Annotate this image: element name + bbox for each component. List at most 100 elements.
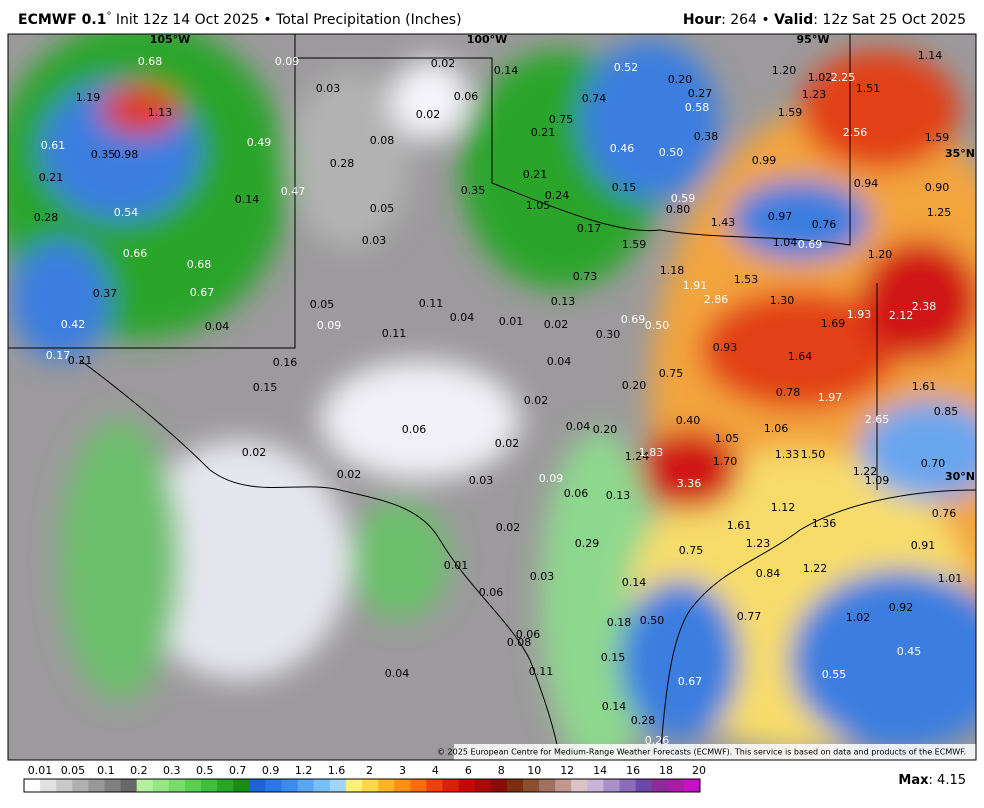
legend-swatch	[201, 779, 218, 792]
precip-label: 3.36	[677, 477, 702, 490]
precip-label: 0.50	[645, 319, 670, 332]
precip-label: 0.37	[93, 287, 118, 300]
precip-label: 0.80	[666, 203, 691, 216]
precip-label: 2.86	[704, 293, 729, 306]
precip-label: 0.21	[531, 126, 556, 139]
precip-label: 0.29	[575, 537, 600, 550]
precip-field	[8, 34, 976, 760]
legend-label: 6	[465, 764, 472, 777]
legend-swatch	[249, 779, 266, 792]
legend-label: 3	[399, 764, 406, 777]
precip-label: 0.05	[310, 298, 335, 311]
precip-label: 0.09	[317, 319, 342, 332]
legend-swatch	[394, 779, 411, 792]
graticule-label: 30°N	[945, 470, 975, 483]
legend-label: 20	[692, 764, 706, 777]
legend-label: 1.6	[328, 764, 346, 777]
precip-label: 0.04	[450, 311, 475, 324]
precip-label: 0.35	[461, 184, 486, 197]
precip-label: 0.40	[676, 414, 701, 427]
precip-label: 0.04	[385, 667, 410, 680]
precip-label: 0.20	[593, 423, 618, 436]
precip-label: 0.49	[247, 136, 272, 149]
legend-label: 0.05	[61, 764, 86, 777]
precip-label: 0.11	[529, 665, 554, 678]
legend-swatch	[378, 779, 395, 792]
legend-swatch	[88, 779, 105, 792]
precip-label: 0.76	[812, 218, 837, 231]
legend-swatch	[651, 779, 669, 792]
precip-label: 0.02	[431, 57, 456, 70]
precip-label: 1.83	[639, 446, 664, 459]
precip-label: 0.02	[496, 521, 521, 534]
graticule-label: 95°W	[797, 33, 830, 46]
precip-label: 0.11	[382, 327, 407, 340]
precip-label: 0.01	[499, 315, 524, 328]
precip-label: 0.17	[46, 349, 71, 362]
precip-label: 0.06	[479, 586, 504, 599]
legend-label: 0.2	[130, 764, 148, 777]
precip-label: 1.22	[803, 562, 828, 575]
precip-label: 0.90	[925, 181, 950, 194]
precip-label: 0.30	[596, 328, 621, 341]
precip-label: 0.75	[679, 544, 704, 557]
legend-swatch	[410, 779, 427, 792]
precip-label: 1.19	[76, 91, 101, 104]
legend-swatch	[571, 779, 588, 792]
legend-swatch	[136, 779, 154, 792]
precip-label: 0.02	[544, 318, 569, 331]
precip-label: 1.33	[775, 448, 800, 461]
legend-label: 4	[432, 764, 439, 777]
precip-label: 0.02	[242, 446, 267, 459]
legend-swatch	[522, 779, 540, 792]
precip-label: 0.52	[614, 61, 639, 74]
legend-label: 2	[366, 764, 373, 777]
precip-label: 0.78	[776, 386, 801, 399]
legend-swatch	[329, 779, 347, 792]
graticule-label: 35°N	[945, 147, 975, 160]
precip-label: 0.50	[659, 146, 684, 159]
precip-label: 0.99	[752, 154, 777, 167]
precip-label: 0.06	[564, 487, 589, 500]
precip-label: 1.02	[846, 611, 871, 624]
legend-label: 10	[527, 764, 541, 777]
precip-label: 0.20	[622, 379, 647, 392]
precip-label: 0.15	[612, 181, 637, 194]
precip-label: 0.58	[685, 101, 710, 114]
precip-label: 1.02	[808, 71, 833, 84]
precip-label: 0.16	[273, 356, 298, 369]
precip-label: 0.02	[524, 394, 549, 407]
precip-label: 0.04	[205, 320, 230, 333]
precip-label: 0.66	[123, 247, 148, 260]
graticule-label: 105°W	[150, 33, 191, 46]
precip-label: 0.14	[494, 64, 519, 77]
precip-label: 0.06	[516, 628, 541, 641]
precip-label: 0.67	[190, 286, 215, 299]
precip-label: 1.09	[865, 474, 890, 487]
legend-swatch	[233, 779, 250, 792]
precip-label: 0.08	[507, 636, 532, 649]
legend-swatch	[635, 779, 653, 792]
precip-label: 1.20	[772, 64, 797, 77]
precip-label: 0.02	[495, 437, 520, 450]
legend-swatch	[555, 779, 572, 792]
precip-label: 0.85	[934, 405, 959, 418]
precip-label: 1.36	[812, 517, 837, 530]
boundaries	[8, 34, 976, 760]
precip-label: 1.97	[818, 391, 843, 404]
precip-label: 0.02	[337, 468, 362, 481]
precip-label: 0.13	[606, 489, 631, 502]
legend-swatch	[362, 779, 379, 792]
legend-swatch	[184, 779, 202, 792]
precip-label: 0.28	[330, 157, 355, 170]
precip-label: 1.69	[821, 317, 846, 330]
precip-label: 0.11	[419, 297, 444, 310]
precip-label: 0.67	[678, 675, 703, 688]
legend-label: 18	[659, 764, 673, 777]
precip-label: 1.59	[622, 238, 647, 251]
legend-swatch	[152, 779, 170, 792]
precip-label: 0.54	[114, 206, 139, 219]
precip-label: 0.15	[601, 651, 626, 664]
legend-label: 1.2	[295, 764, 313, 777]
precip-label: 1.93	[847, 308, 872, 321]
